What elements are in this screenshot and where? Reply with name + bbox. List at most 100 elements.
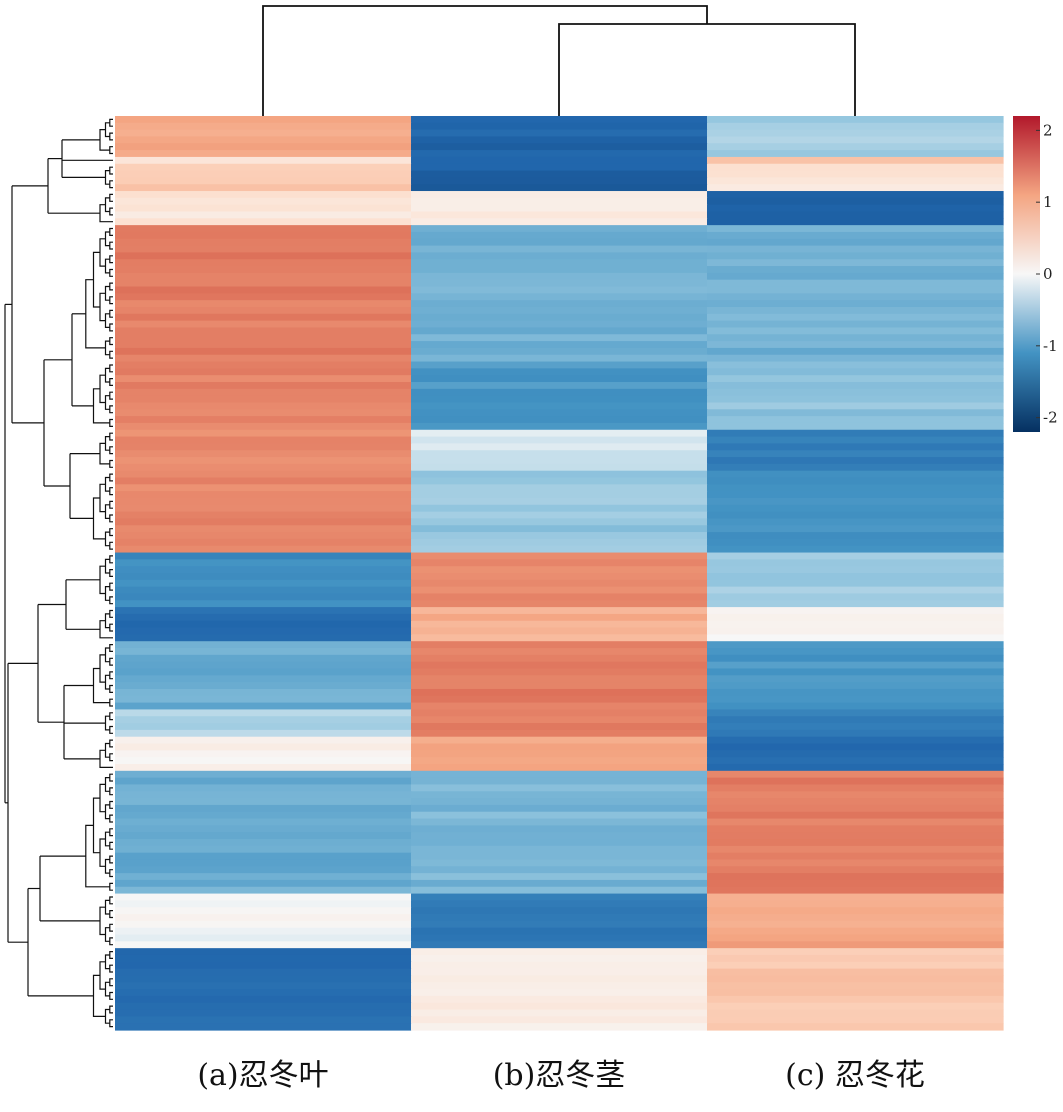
color-legend-tick-label: 2 (1043, 121, 1053, 139)
row-dendrogram-branch (99, 749, 113, 768)
heatmap-cell (707, 995, 1004, 1004)
heatmap-cell (707, 375, 1004, 383)
heatmap-cell (411, 914, 708, 922)
heatmap-cell (707, 1009, 1004, 1017)
heatmap-cell (411, 538, 708, 547)
heatmap-cell (707, 518, 1004, 526)
heatmap-cell (707, 804, 1004, 813)
heatmap-cell (707, 143, 1004, 151)
row-dendrogram-branch (92, 388, 110, 424)
row-dendrogram-branch (99, 783, 106, 813)
row-dendrogram-branch (99, 620, 113, 639)
heatmap-cell (411, 491, 708, 499)
heatmap-cell (115, 675, 412, 683)
heatmap-cell (115, 170, 412, 178)
row-dendrogram-branch (109, 1005, 113, 1014)
heatmap-cell (707, 450, 1004, 458)
row-dendrogram-branch (109, 282, 113, 291)
heatmap-cell (411, 586, 708, 595)
heatmap-cell (411, 300, 708, 308)
heatmap-cell (115, 504, 412, 513)
heatmap-cell (707, 661, 1004, 670)
heatmap-cell (115, 593, 412, 601)
heatmap-cell (411, 845, 708, 854)
heatmap-cell (115, 845, 412, 854)
heatmap-cell (707, 211, 1004, 219)
row-dendrogram-branch (99, 238, 106, 267)
heatmap-cell (707, 839, 1004, 847)
row-dendrogram-branch (92, 667, 110, 704)
row-dendrogram-branch (109, 787, 113, 796)
heatmap-cell (707, 525, 1004, 533)
heatmap-cell (115, 1002, 412, 1011)
heatmap-cell (707, 116, 1004, 124)
heatmap-cell (115, 743, 412, 751)
heatmap-cell (411, 231, 708, 240)
heatmap-cell (707, 457, 1004, 465)
heatmap-cell (115, 395, 412, 404)
heatmap-cell (115, 907, 412, 915)
heatmap-cell (411, 886, 708, 895)
row-dendrogram-branch (104, 258, 110, 274)
heatmap-cell (115, 654, 412, 663)
heatmap-cell (411, 941, 708, 949)
heatmap-cell (115, 122, 412, 131)
heatmap-cell (411, 736, 708, 745)
heatmap-cell (707, 723, 1004, 731)
heatmap-cell (411, 613, 708, 622)
heatmap-cell (411, 654, 708, 663)
heatmap-cell (115, 682, 412, 690)
heatmap-cell (411, 170, 708, 178)
heatmap-cell (707, 1002, 1004, 1011)
heatmap-cell (411, 559, 708, 567)
row-dendrogram-branch (109, 855, 113, 864)
heatmap-cell (411, 661, 708, 670)
heatmap-cell (707, 879, 1004, 888)
heatmap-cell (707, 347, 1004, 356)
heatmap-cell (707, 954, 1004, 963)
heatmap-cell (115, 259, 412, 267)
heatmap-cell (707, 866, 1004, 874)
heatmap-cell (411, 143, 708, 151)
heatmap-cell (707, 429, 1004, 438)
heatmap-cell (411, 497, 708, 506)
heatmap-cell (115, 634, 412, 642)
heatmap-cell (707, 634, 1004, 642)
row-dendrogram-branch (104, 981, 110, 997)
heatmap-cell (411, 975, 708, 983)
heatmap-cell (411, 470, 708, 479)
row-dendrogram-branch (104, 831, 110, 847)
row-dendrogram-branch (109, 978, 113, 987)
row-dendrogram-branch (109, 910, 113, 919)
row-dendrogram-branch (109, 712, 113, 721)
heatmap-cell (115, 361, 412, 369)
heatmap-cell (115, 116, 412, 124)
heatmap-cell (707, 532, 1004, 540)
heatmap-cell (707, 477, 1004, 485)
heatmap-cell (411, 368, 708, 376)
heatmap-cell (707, 409, 1004, 417)
heatmap-cell (115, 136, 412, 144)
heatmap-cell (707, 177, 1004, 185)
heatmap-cell (707, 327, 1004, 335)
heatmap-cell (411, 279, 708, 288)
heatmap-cell (115, 709, 412, 717)
heatmap-cell (707, 695, 1004, 704)
heatmap-cell (411, 150, 708, 158)
row-dendrogram-branch (104, 927, 110, 942)
heatmap-cell (115, 450, 412, 458)
row-dendrogram-branch (109, 514, 113, 523)
heatmap-cell (411, 163, 708, 172)
heatmap-cell (707, 150, 1004, 158)
heatmap-cell (115, 525, 412, 533)
row-dendrogram-branch (104, 715, 110, 731)
row-dendrogram-branch (109, 698, 113, 707)
heatmap-cells (115, 116, 1004, 1031)
heatmap-cell (707, 825, 1004, 833)
heatmap-cell (411, 688, 708, 697)
heatmap-cell (115, 477, 412, 485)
row-dendrogram-branch (109, 432, 113, 441)
heatmap-cell (115, 409, 412, 417)
row-dendrogram-branch (109, 446, 113, 455)
heatmap-cell (115, 238, 412, 247)
